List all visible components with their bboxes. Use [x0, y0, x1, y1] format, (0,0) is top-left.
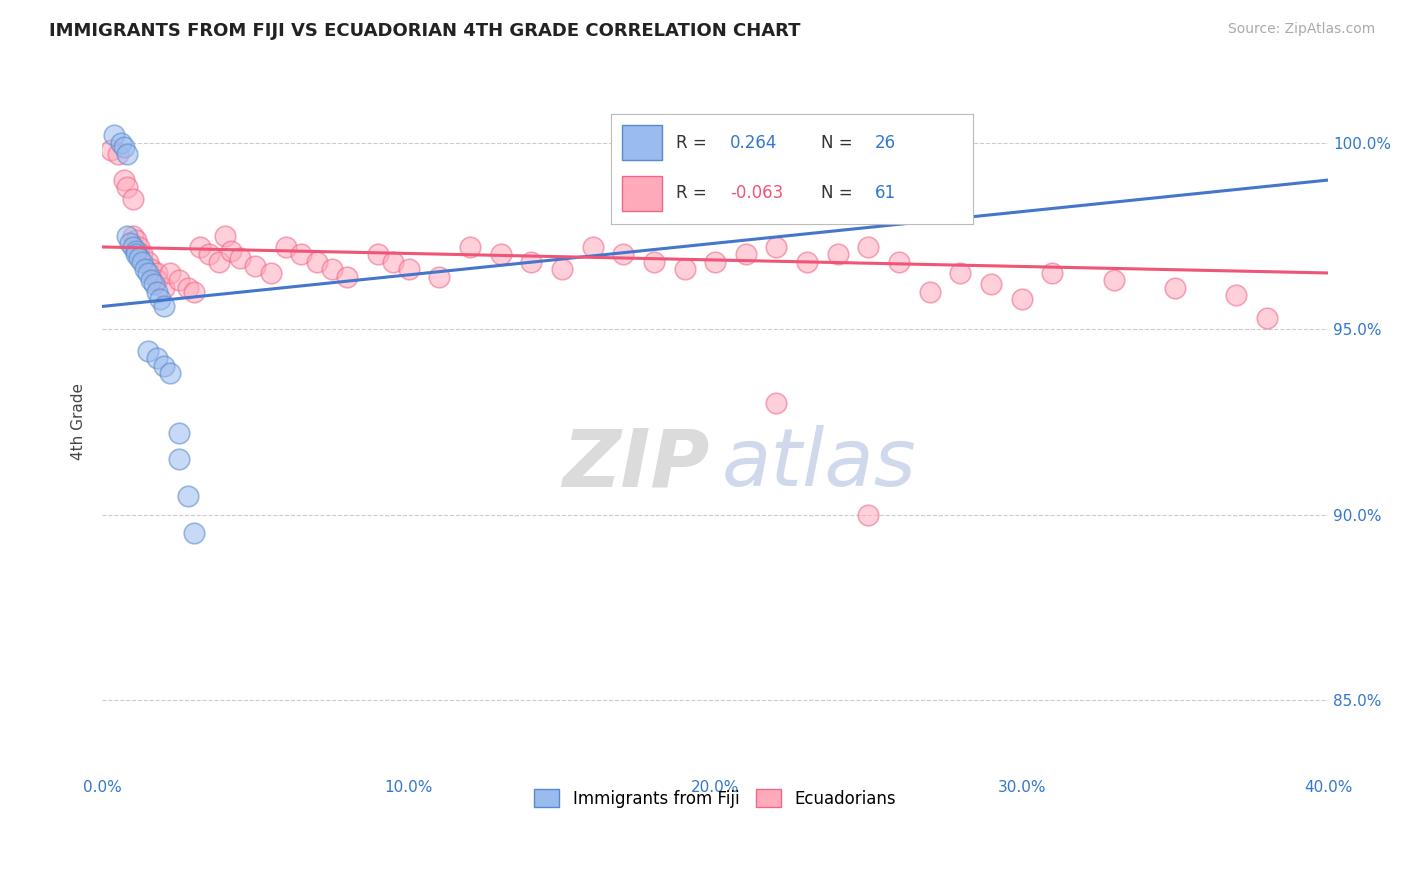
Point: [167, 425, 190, 440]
Point: [551, 262, 574, 277]
Point: [107, 147, 129, 161]
Point: [128, 240, 150, 254]
Point: [274, 240, 297, 254]
Point: [141, 273, 163, 287]
Point: [183, 526, 205, 541]
Point: [146, 266, 169, 280]
Point: [290, 247, 312, 261]
Point: [131, 255, 153, 269]
Point: [159, 266, 181, 280]
Point: [152, 281, 174, 295]
Point: [136, 344, 159, 359]
Y-axis label: 4th Grade: 4th Grade: [72, 384, 86, 460]
Point: [125, 244, 148, 258]
Point: [100, 143, 122, 157]
Point: [612, 247, 634, 261]
Point: [827, 247, 849, 261]
Point: [1040, 266, 1063, 280]
Point: [305, 255, 328, 269]
Point: [765, 396, 787, 410]
Point: [980, 277, 1002, 292]
Point: [141, 262, 163, 277]
Point: [167, 451, 190, 466]
Point: [136, 255, 159, 269]
Point: [229, 251, 252, 265]
Point: [858, 508, 880, 522]
Point: [245, 259, 267, 273]
Point: [128, 251, 150, 265]
Point: [110, 136, 132, 150]
Text: IMMIGRANTS FROM FIJI VS ECUADORIAN 4TH GRADE CORRELATION CHART: IMMIGRANTS FROM FIJI VS ECUADORIAN 4TH G…: [49, 22, 800, 40]
Legend: Immigrants from Fiji, Ecuadorians: Immigrants from Fiji, Ecuadorians: [526, 781, 904, 816]
Point: [115, 147, 138, 161]
Point: [183, 285, 205, 299]
Point: [382, 255, 405, 269]
Point: [1164, 281, 1187, 295]
Point: [918, 285, 941, 299]
Point: [152, 300, 174, 314]
Point: [112, 173, 135, 187]
Point: [367, 247, 389, 261]
Point: [796, 255, 818, 269]
Point: [673, 262, 696, 277]
Point: [489, 247, 512, 261]
Point: [134, 262, 156, 277]
Point: [146, 351, 169, 366]
Point: [115, 228, 138, 243]
Point: [734, 247, 756, 261]
Point: [858, 240, 880, 254]
Point: [219, 244, 242, 258]
Point: [177, 489, 200, 503]
Point: [125, 233, 148, 247]
Point: [136, 266, 159, 280]
Point: [321, 262, 343, 277]
Point: [765, 240, 787, 254]
Point: [188, 240, 211, 254]
Point: [103, 128, 125, 143]
Point: [121, 228, 143, 243]
Point: [1011, 292, 1033, 306]
Point: [214, 228, 236, 243]
Point: [427, 269, 450, 284]
Point: [115, 180, 138, 194]
Point: [260, 266, 283, 280]
Point: [112, 139, 135, 153]
Point: [1225, 288, 1247, 302]
Point: [125, 247, 148, 261]
Point: [208, 255, 231, 269]
Point: [643, 255, 665, 269]
Point: [949, 266, 972, 280]
Point: [520, 255, 543, 269]
Point: [167, 273, 190, 287]
Point: [152, 359, 174, 373]
Point: [149, 292, 172, 306]
Point: [581, 240, 603, 254]
Point: [177, 281, 200, 295]
Point: [458, 240, 481, 254]
Point: [887, 255, 910, 269]
Point: [143, 277, 166, 292]
Point: [198, 247, 221, 261]
Point: [704, 255, 727, 269]
Point: [159, 367, 181, 381]
Point: [398, 262, 420, 277]
Point: [118, 236, 141, 251]
Point: [1256, 310, 1278, 325]
Point: [1102, 273, 1125, 287]
Text: atlas: atlas: [721, 425, 917, 503]
Point: [121, 240, 143, 254]
Point: [131, 247, 153, 261]
Point: [336, 269, 359, 284]
Point: [146, 273, 169, 287]
Text: Source: ZipAtlas.com: Source: ZipAtlas.com: [1227, 22, 1375, 37]
Point: [146, 285, 169, 299]
Point: [121, 192, 143, 206]
Text: ZIP: ZIP: [562, 425, 709, 503]
